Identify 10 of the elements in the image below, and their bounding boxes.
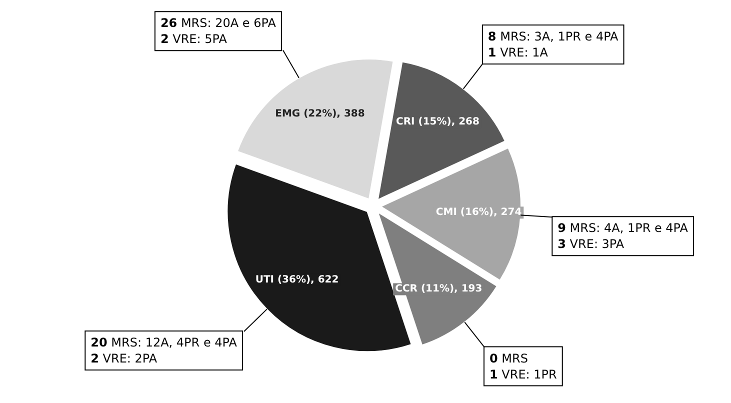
text: 20 MRS: 12A, 4PR e 4PA 2 VRE: 2PA bbox=[90, 336, 238, 366]
text: 8 MRS: 3A, 1PR e 4PA 1 VRE: 1A bbox=[488, 29, 620, 60]
slice-label: CRI (15%), 268 bbox=[396, 116, 480, 128]
text: 0 MRS 1 VRE: 1PR bbox=[490, 351, 557, 382]
slice-label: UTI (36%), 622 bbox=[255, 274, 339, 286]
slice-label: CMI (16%), 274 bbox=[436, 207, 522, 218]
text: 26 MRS: 20A e 6PA 2 VRE: 5PA bbox=[160, 16, 277, 46]
slice-label: CCR (11%), 193 bbox=[395, 284, 482, 295]
text: 9 MRS: 4A, 1PR e 4PA 3 VRE: 3PA bbox=[558, 221, 689, 252]
slice-label: EMG (22%), 388 bbox=[275, 108, 365, 120]
